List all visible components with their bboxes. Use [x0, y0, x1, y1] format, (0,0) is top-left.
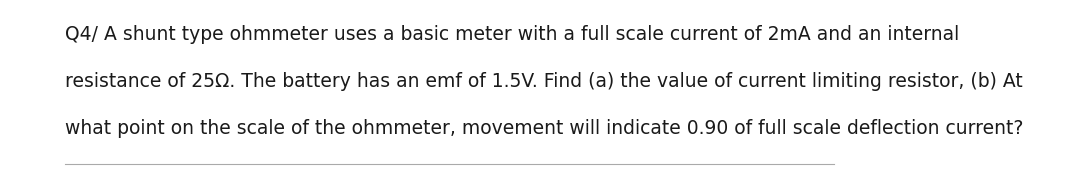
- Text: what point on the scale of the ohmmeter, movement will indicate 0.90 of full sca: what point on the scale of the ohmmeter,…: [65, 119, 1023, 138]
- Text: Q4/ A shunt type ohmmeter uses a basic meter with a full scale current of 2mA an: Q4/ A shunt type ohmmeter uses a basic m…: [65, 25, 959, 43]
- Text: resistance of 25Ω. The battery has an emf of 1.5V. Find (a) the value of current: resistance of 25Ω. The battery has an em…: [65, 72, 1023, 91]
